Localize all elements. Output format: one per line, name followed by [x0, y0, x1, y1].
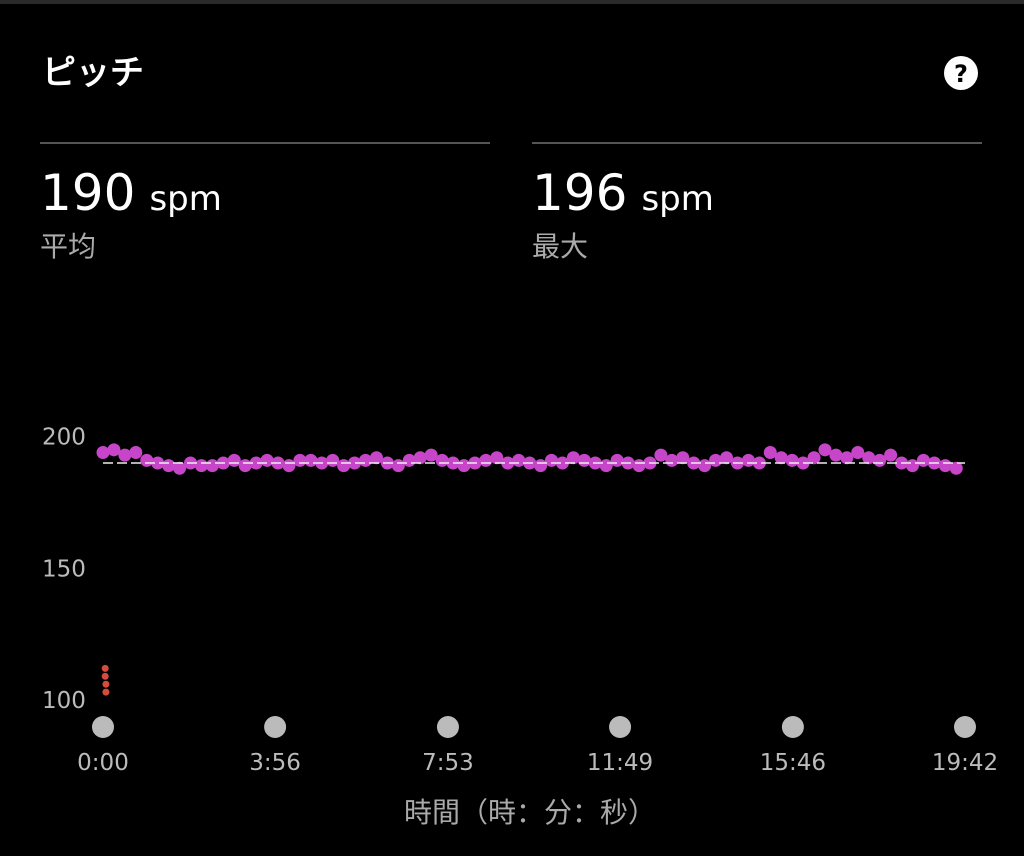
stat-value: 190 [40, 164, 135, 222]
data-point [807, 451, 821, 465]
data-point [162, 459, 176, 473]
y-tick-label: 150 [42, 556, 86, 582]
data-point [348, 456, 362, 470]
data-point [555, 456, 569, 470]
data-point [102, 688, 110, 696]
data-point [774, 451, 788, 465]
data-point [763, 445, 777, 459]
data-point [102, 680, 110, 688]
data-point [359, 453, 373, 467]
data-point [720, 451, 734, 465]
data-point [566, 451, 580, 465]
data-point [205, 459, 219, 473]
data-point [632, 459, 646, 473]
data-point [501, 456, 515, 470]
data-point [173, 461, 187, 475]
data-point [512, 453, 526, 467]
data-point [545, 453, 559, 467]
help-icon[interactable] [944, 56, 978, 90]
x-tick-dot [436, 716, 459, 738]
data-point [785, 453, 799, 467]
data-point [654, 448, 668, 462]
data-point [96, 445, 110, 459]
data-point [829, 448, 843, 462]
card-title: ピッチ [42, 53, 144, 93]
data-point [752, 456, 766, 470]
data-point [610, 453, 624, 467]
data-point [101, 664, 109, 672]
data-point [151, 456, 165, 470]
data-point [369, 451, 383, 465]
data-point [424, 448, 438, 462]
data-point [260, 453, 274, 467]
x-tick-label: 11:49 [587, 750, 653, 776]
plot: 100 150 200 0:00 3:56 7:53 11:49 15:46 19:42 [42, 425, 998, 776]
x-axis-title: 時間（時：分：秒） [404, 796, 656, 829]
data-point [840, 451, 854, 465]
data-point [435, 453, 449, 467]
data-point [140, 453, 154, 467]
stat-value: 196 [532, 164, 627, 222]
x-tick-label: 19:42 [932, 750, 998, 776]
data-point [118, 448, 132, 462]
top-border [0, 0, 1024, 4]
stat-label: 平均 [40, 230, 96, 263]
data-point [457, 459, 471, 473]
x-tick-dot [954, 716, 976, 738]
data-point [709, 453, 723, 467]
x-tick-label: 7:53 [422, 750, 474, 776]
stat-unit: spm [641, 179, 713, 219]
data-point [101, 672, 109, 680]
x-tick-dot [781, 716, 804, 738]
data-point [577, 453, 591, 467]
data-point [479, 453, 493, 467]
data-point [107, 443, 121, 457]
x-tick-label: 3:56 [249, 750, 301, 776]
help-button[interactable]: ? [944, 56, 978, 90]
data-point [490, 451, 504, 465]
help-glyph[interactable]: ? [954, 60, 968, 88]
data-point [949, 461, 963, 475]
data-point [129, 445, 143, 459]
y-tick-label: 200 [42, 425, 86, 451]
data-point [938, 459, 952, 473]
data-point [851, 445, 865, 459]
stat-unit: spm [149, 179, 221, 219]
data-point [413, 451, 427, 465]
stat-average: 190 spm [40, 164, 222, 222]
x-tick-dot [92, 716, 114, 738]
data-point [741, 453, 755, 467]
x-tick-dot [609, 716, 632, 738]
data-point [665, 453, 679, 467]
data-point [337, 459, 351, 473]
x-tick-dot [264, 716, 287, 738]
data-point [818, 443, 832, 457]
x-tick-label: 15:46 [760, 750, 826, 776]
data-point [884, 448, 898, 462]
stat-max: 196 spm [532, 164, 714, 222]
data-point [676, 451, 690, 465]
data-point [916, 453, 930, 467]
x-tick-label: 0:00 [77, 750, 129, 776]
stat-label: 最大 [532, 230, 588, 263]
data-point [862, 451, 876, 465]
y-tick-label: 100 [42, 688, 86, 714]
data-point [238, 459, 252, 473]
data-point [402, 453, 416, 467]
data-point [249, 456, 263, 470]
data-point [304, 453, 318, 467]
